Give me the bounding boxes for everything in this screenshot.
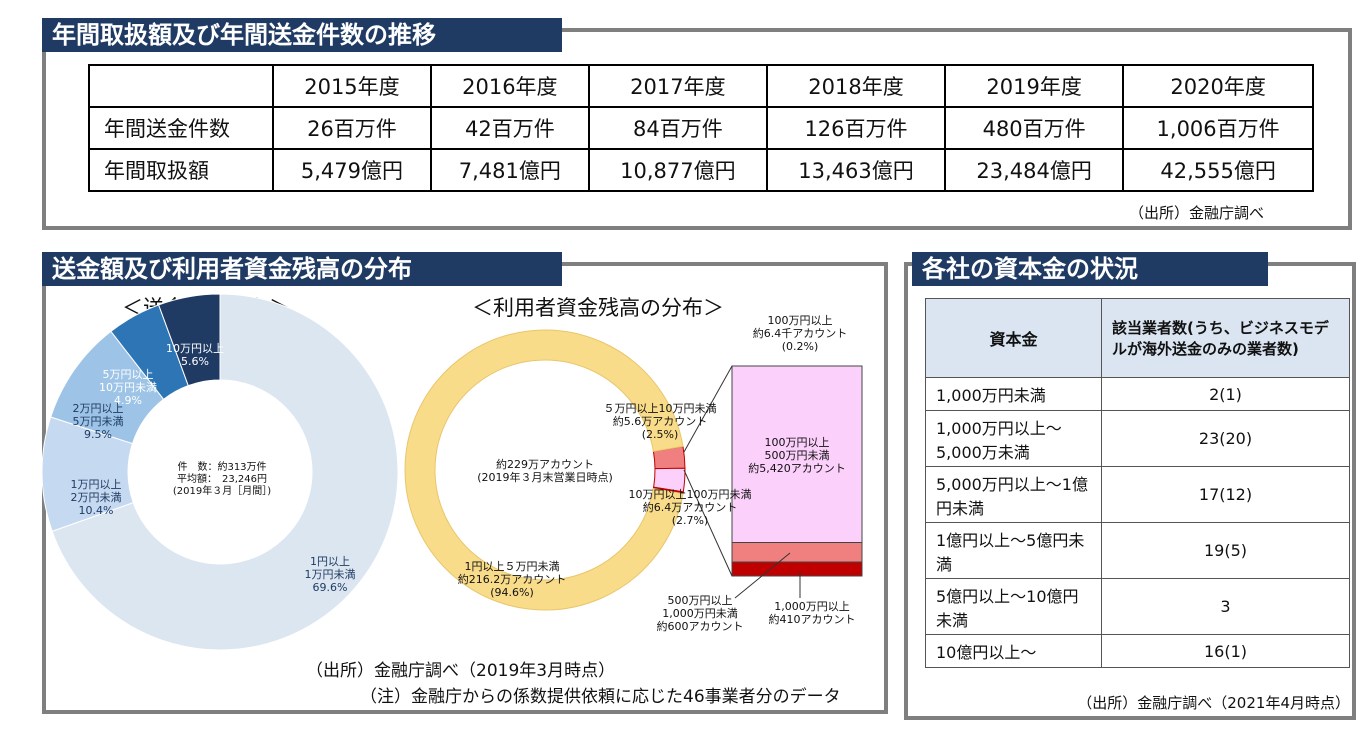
slice bbox=[404, 329, 684, 611]
breakdown-label: 1,000万円以上約410アカウント bbox=[769, 600, 856, 626]
table-header-row: 2015年度 2016年度 2017年度 2018年度 2019年度 2020年… bbox=[88, 64, 1314, 108]
row-label: 年間送金件数 bbox=[88, 106, 274, 150]
capital-cell: 1,000万円未満 bbox=[925, 377, 1102, 411]
slice-label: 10万円以上 5.6% bbox=[166, 342, 224, 368]
slice-label: 5万円以上 10万円未満 4.9% bbox=[99, 368, 157, 407]
capital-table: 資本金 該当業者数(うち、ビジネスモデルが海外送金のみの業者数) 1,000万円… bbox=[925, 298, 1350, 668]
table-cell: 42百万件 bbox=[429, 106, 590, 150]
connector-line bbox=[683, 469, 733, 577]
breakdown-label: 500万円以上 1,000万円未満約600アカウント bbox=[657, 594, 744, 633]
row-label: 年間取扱額 bbox=[88, 148, 274, 192]
capital-title: 各社の資本金の状況 bbox=[912, 252, 1268, 286]
top-source-note: （出所）金融庁調べ bbox=[1128, 204, 1264, 222]
mid-source-note: （出所）金融庁調べ（2019年3月時点） bbox=[306, 661, 616, 681]
transfer-trend-table: 2015年度 2016年度 2017年度 2018年度 2019年度 2020年… bbox=[88, 64, 1314, 192]
capital-cell: 5億円以上～10億円未満 bbox=[925, 578, 1102, 635]
slice bbox=[51, 293, 399, 651]
mid-footnote: （注）金融庁からの係数提供依頼に応じた46事業者分のデータ bbox=[360, 687, 841, 707]
center-label: 件 数：約313万件平均額： 23,246円(2019年３月［月間］) bbox=[173, 460, 271, 497]
table-cell: 26百万件 bbox=[272, 106, 432, 150]
table-row: 1,000万円未満 2(1) bbox=[925, 377, 1350, 411]
table-cell: 126百万件 bbox=[765, 106, 947, 150]
table-cell: 42,555億円 bbox=[1122, 148, 1314, 192]
table-row: 10億円以上～ 16(1) bbox=[925, 634, 1350, 668]
connector-line bbox=[683, 365, 733, 453]
breakdown-bar bbox=[731, 542, 863, 563]
slice-label: 10万円以上100万円未満約6.4万アカウント(2.7%) bbox=[629, 488, 752, 527]
capital-header: 資本金 bbox=[925, 298, 1102, 378]
capital-cell: 10億円以上～ bbox=[925, 634, 1102, 668]
capital-cell: 5,000万円以上～1億円未満 bbox=[925, 466, 1102, 523]
slice-label: 1万円以上 2万円未満 10.4% bbox=[71, 478, 122, 517]
capital-cell: 1億円以上～5億円未満 bbox=[925, 522, 1102, 579]
leader-line bbox=[734, 552, 791, 599]
table-row: 5億円以上～10億円未満 3 bbox=[925, 578, 1350, 635]
table-header-cell bbox=[88, 64, 274, 108]
slice-label: 1円以上５万円未満約216.2万アカウント(94.6%) bbox=[458, 560, 567, 599]
table-cell: 23,484億円 bbox=[944, 148, 1125, 192]
transfer-trend-panel bbox=[42, 28, 1352, 230]
count-cell: 23(20) bbox=[1101, 410, 1350, 467]
table-row: 1億円以上～5億円未満 19(5) bbox=[925, 522, 1350, 579]
table-cell: 10,877億円 bbox=[587, 148, 768, 192]
table-cell: 7,481億円 bbox=[429, 148, 590, 192]
table-cell: 1,006百万件 bbox=[1122, 106, 1314, 150]
count-cell: 2(1) bbox=[1101, 377, 1350, 411]
slice-label: 2万円以上 5万円未満 9.5% bbox=[73, 402, 124, 441]
breakdown-bar bbox=[731, 365, 863, 544]
capital-cell: 1,000万円以上～5,000万未満 bbox=[925, 410, 1102, 467]
slice-label: 100万円以上約6.4千アカウント(0.2%) bbox=[753, 314, 848, 353]
chart2-subtitle: ＜利用者資金残高の分布＞ bbox=[472, 296, 724, 320]
table-header-cell: 2019年度 bbox=[944, 64, 1125, 108]
table-cell: 13,463億円 bbox=[765, 148, 947, 192]
slice-label: 1円以上 1万円未満 69.6% bbox=[305, 555, 356, 594]
table-cell: 84百万件 bbox=[587, 106, 768, 150]
capital-source-note: （出所）金融庁調べ（2021年4月時点） bbox=[1077, 694, 1350, 712]
count-cell: 19(5) bbox=[1101, 522, 1350, 579]
slice bbox=[158, 293, 221, 387]
count-cell: 3 bbox=[1101, 578, 1350, 635]
table-header-cell: 2018年度 bbox=[765, 64, 947, 108]
table-header-row: 資本金 該当業者数(うち、ビジネスモデルが海外送金のみの業者数) bbox=[925, 298, 1350, 378]
table-header-cell: 2017年度 bbox=[587, 64, 768, 108]
table-row: 1,000万円以上～5,000万未満 23(20) bbox=[925, 410, 1350, 467]
distribution-title: 送金額及び利用者資金残高の分布 bbox=[42, 252, 562, 286]
table-header-cell: 2016年度 bbox=[429, 64, 590, 108]
table-header-cell: 2020年度 bbox=[1122, 64, 1314, 108]
table-row: 年間送金件数 26百万件 42百万件 84百万件 126百万件 480百万件 1… bbox=[88, 106, 1314, 150]
table-row: 5,000万円以上～1億円未満 17(12) bbox=[925, 466, 1350, 523]
count-header: 該当業者数(うち、ビジネスモデルが海外送金のみの業者数) bbox=[1101, 298, 1350, 378]
table-row: 年間取扱額 5,479億円 7,481億円 10,877億円 13,463億円 … bbox=[88, 148, 1314, 192]
slice-label: ５万円以上10万円未満約5.6万アカウント(2.5%) bbox=[604, 402, 717, 441]
count-cell: 16(1) bbox=[1101, 634, 1350, 668]
table-cell: 5,479億円 bbox=[272, 148, 432, 192]
breakdown-bar bbox=[731, 561, 863, 577]
center-label: 約229万アカウント(2019年３月末営業日時点) bbox=[477, 457, 613, 484]
table-header-cell: 2015年度 bbox=[272, 64, 432, 108]
transfer-trend-title: 年間取扱額及び年間送金件数の推移 bbox=[42, 18, 562, 52]
table-cell: 480百万件 bbox=[944, 106, 1125, 150]
count-cell: 17(12) bbox=[1101, 466, 1350, 523]
breakdown-label: 100万円以上 500万円未満約5,420アカウント bbox=[748, 436, 846, 475]
